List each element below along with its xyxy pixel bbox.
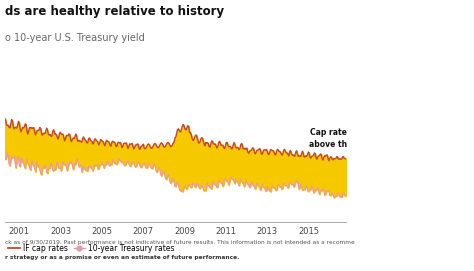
Text: ds are healthy relative to history: ds are healthy relative to history [5,5,224,18]
Text: o 10-year U.S. Treasury yield: o 10-year U.S. Treasury yield [5,33,145,43]
Text: r strategy or as a promise or even an estimate of future performance.: r strategy or as a promise or even an es… [5,255,239,260]
Legend: IF cap rates, 10-year Treasury rates: IF cap rates, 10-year Treasury rates [5,241,178,256]
Text: Cap rate
above th: Cap rate above th [309,128,347,149]
Text: ck as of 9/30/2019. Past performance is not indicative of future results. This i: ck as of 9/30/2019. Past performance is … [5,240,355,245]
